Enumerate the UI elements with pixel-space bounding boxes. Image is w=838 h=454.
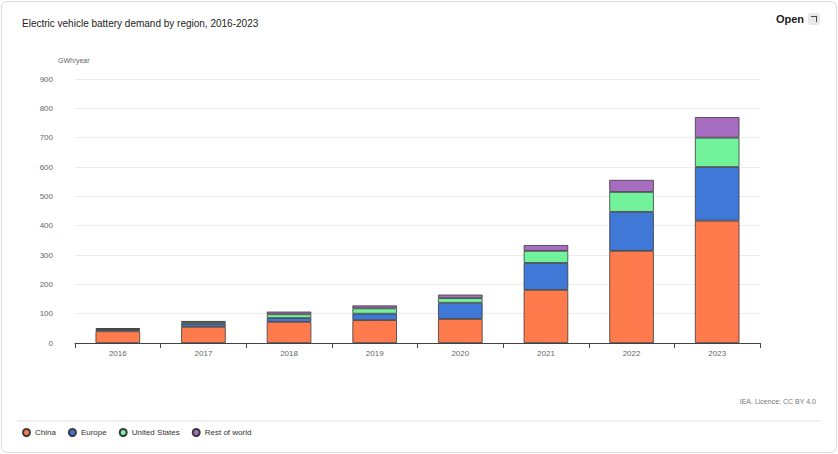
svg-text:800: 800: [40, 104, 54, 113]
svg-text:2022: 2022: [623, 349, 641, 358]
svg-text:600: 600: [40, 163, 54, 172]
svg-text:2019: 2019: [366, 349, 384, 358]
svg-text:IEA. Licence: CC BY 4.0: IEA. Licence: CC BY 4.0: [740, 398, 816, 405]
svg-text:500: 500: [40, 192, 54, 201]
svg-text:2020: 2020: [451, 349, 469, 358]
svg-text:2017: 2017: [195, 349, 213, 358]
svg-text:United States: United States: [132, 428, 180, 437]
svg-text:100: 100: [40, 309, 54, 318]
html-text:Open: Open: [775, 13, 804, 25]
svg-text:2023: 2023: [708, 349, 726, 358]
svg-text:300: 300: [40, 251, 54, 260]
svg-text:Electric vehicle battery deman: Electric vehicle battery demand by regio…: [22, 18, 259, 29]
svg-text:200: 200: [40, 280, 54, 289]
svg-text:0: 0: [49, 339, 54, 348]
svg-text:2018: 2018: [280, 349, 298, 358]
svg-text:2021: 2021: [537, 349, 555, 358]
svg-text:Rest of world: Rest of world: [205, 428, 252, 437]
svg-text:700: 700: [40, 133, 54, 142]
svg-text:Europe: Europe: [81, 428, 107, 437]
svg-text:400: 400: [40, 221, 54, 230]
svg-text:China: China: [35, 428, 56, 437]
svg-text:2016: 2016: [109, 349, 127, 358]
svg-text:900: 900: [40, 75, 54, 84]
svg-text:GWh/year: GWh/year: [58, 57, 90, 65]
